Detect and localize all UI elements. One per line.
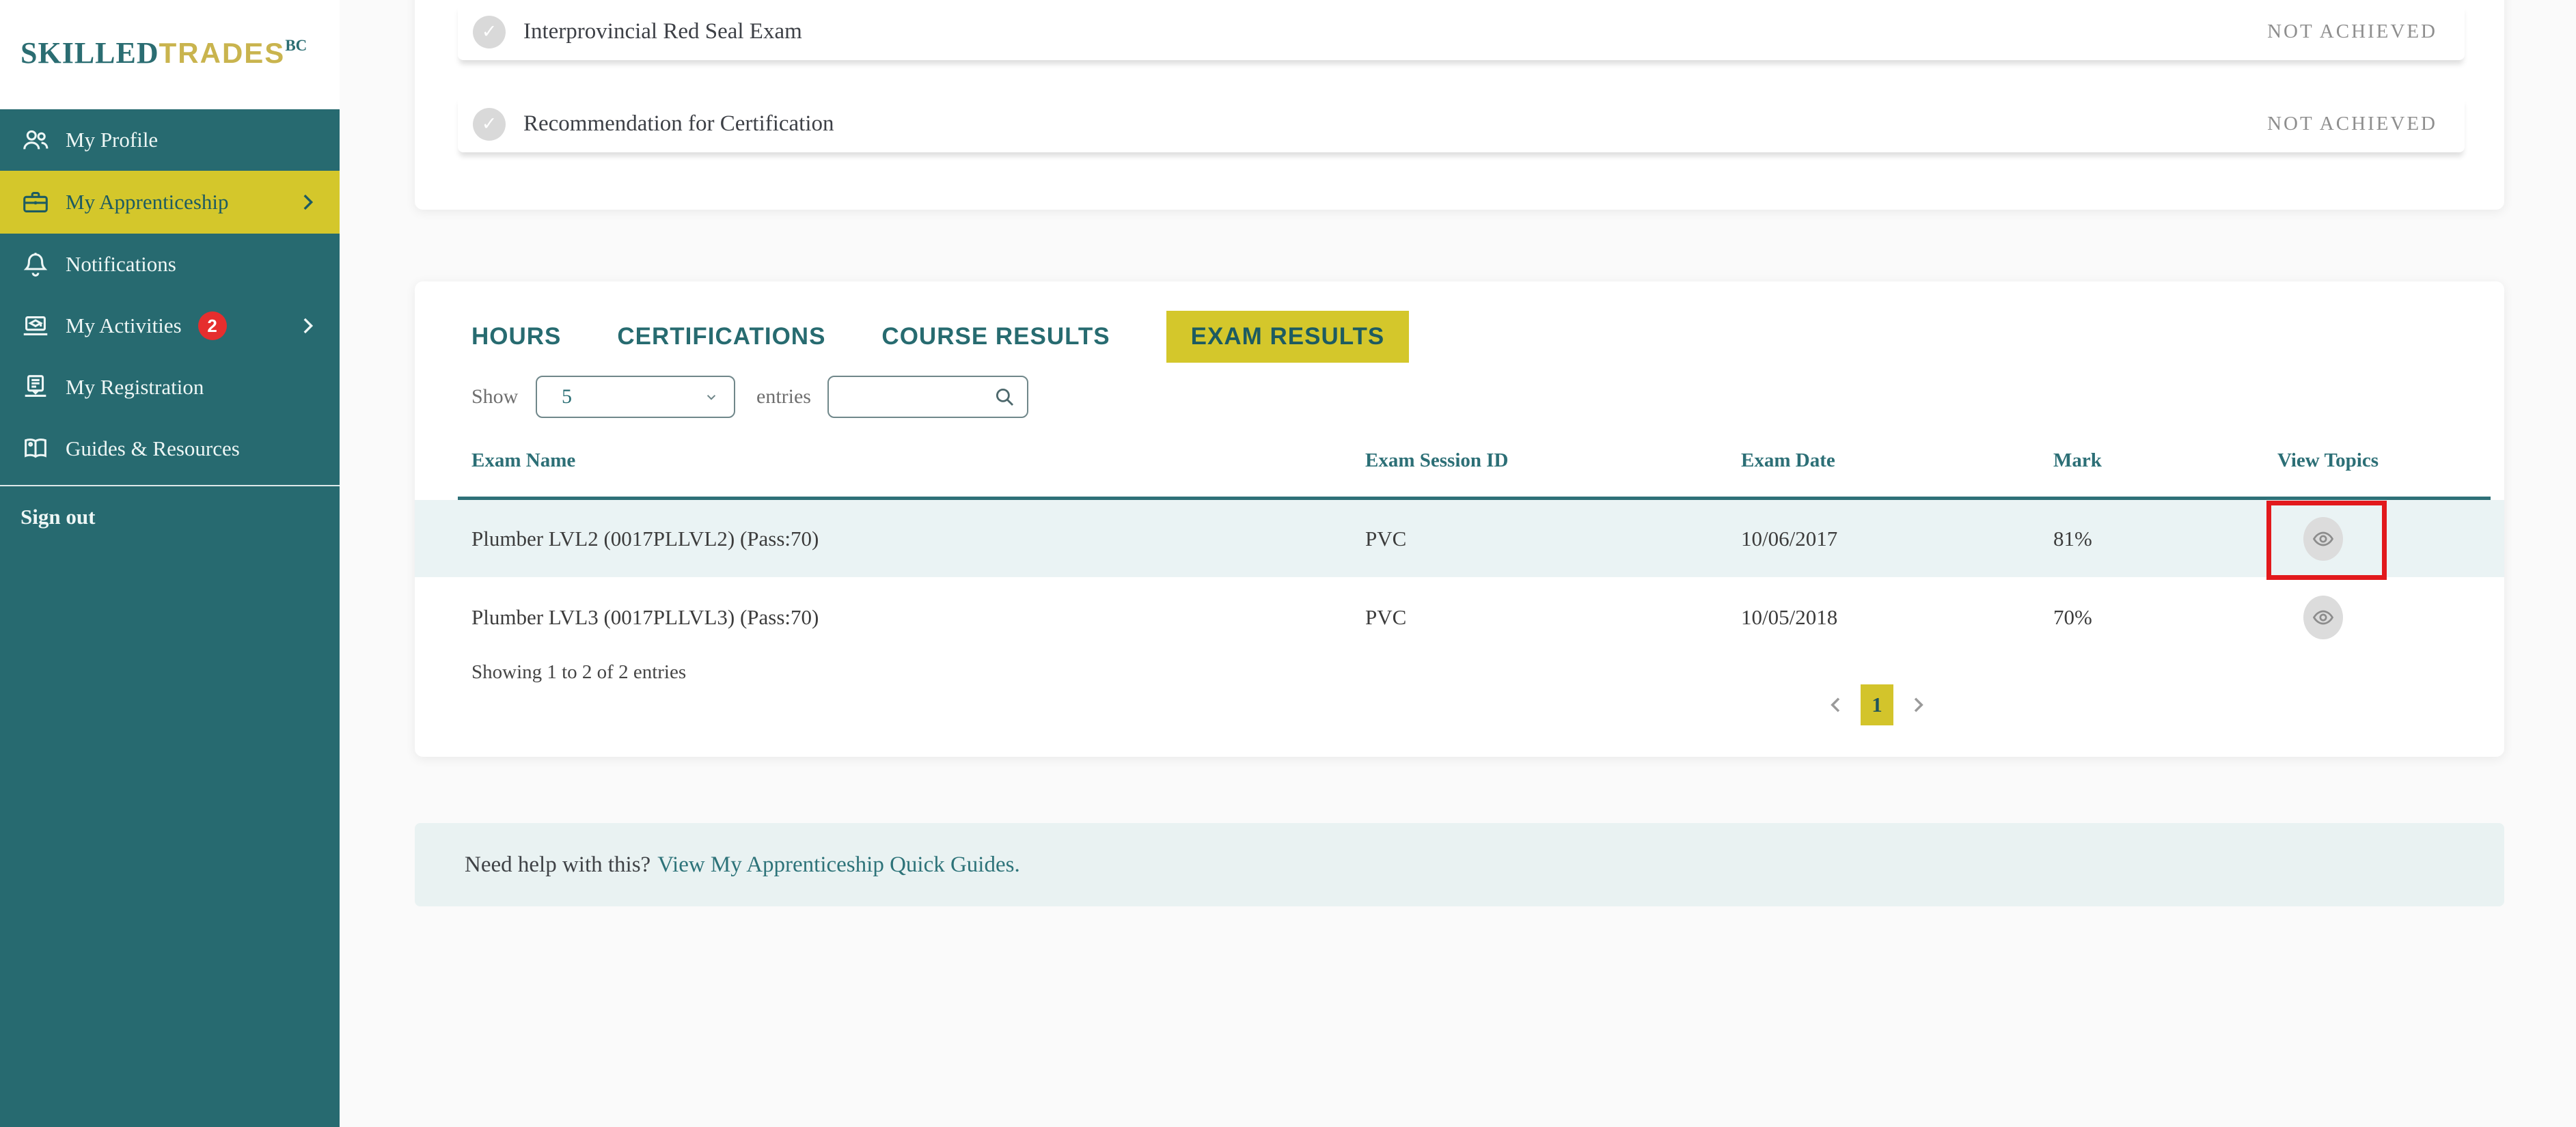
mark-cell: 81% [2053,526,2092,551]
activities-count-badge: 2 [197,311,227,340]
briefcase-icon [19,186,52,219]
eye-icon [2312,531,2334,546]
certification-milestones-card: ✓ Interprovincial Red Seal Exam NOT ACHI… [415,0,2504,210]
pagination: 1 [1821,684,1933,725]
mark-cell: 70% [2053,605,2092,629]
sidebar-item-label: My Apprenticeship [66,190,229,214]
table-controls: Show 5 entries [415,376,2504,418]
sidebar-nav: My Profile My Apprenticeship Notificatio… [0,109,340,1127]
tab-exam-results[interactable]: EXAM RESULTS [1166,310,1410,363]
sidebar-item-label: Notifications [66,252,176,276]
brand-logo: SKILLEDTRADESBC [20,36,307,70]
bell-icon [19,248,52,281]
exam-date-cell: 10/06/2017 [1741,526,1838,551]
sidebar-item-label: My Registration [66,375,204,399]
tab-course-results[interactable]: COURSE RESULTS [881,322,1110,350]
page-size-select[interactable]: 5 [536,376,735,418]
column-header-exam-date[interactable]: Exam Date [1741,449,1835,471]
table-header-row: Exam Name Exam Session ID Exam Date Mark… [415,449,2504,477]
chevron-right-icon [1914,697,1923,712]
table-row: Plumber LVL3 (0017PLLVL3) (Pass:70) PVC … [415,577,2504,658]
milestone-row-red-seal-exam[interactable]: ✓ Interprovincial Red Seal Exam NOT ACHI… [458,3,2465,60]
sidebar-item-my-profile[interactable]: My Profile [0,109,340,171]
table-search [827,376,1028,418]
sidebar-item-my-registration[interactable]: My Registration [0,357,340,418]
pagination-page-1[interactable]: 1 [1861,684,1893,725]
chevron-right-icon [296,314,319,337]
sidebar-divider [0,485,340,486]
results-card: HOURS CERTIFICATIONS COURSE RESULTS EXAM… [415,281,2504,757]
sidebar-item-my-apprenticeship[interactable]: My Apprenticeship [0,171,340,234]
chevron-left-icon [1831,697,1840,712]
check-circle-icon: ✓ [473,15,506,48]
column-header-mark[interactable]: Mark [2053,449,2102,471]
book-icon [19,432,52,465]
brand-part-bc: BC [285,37,307,54]
tab-certifications[interactable]: CERTIFICATIONS [617,322,826,350]
results-tabs: HOURS CERTIFICATIONS COURSE RESULTS EXAM… [471,310,1410,363]
check-circle-icon: ✓ [473,107,506,141]
search-input[interactable] [840,386,993,408]
quick-guides-link[interactable]: View My Apprenticeship Quick Guides. [657,852,1020,877]
brand-part-trades: TRADES [159,37,286,69]
view-topics-eye-button[interactable] [2303,516,2343,561]
registration-icon [19,371,52,404]
sidebar: SKILLEDTRADESBC My Profile My Apprentice… [0,0,340,1127]
show-label: Show [471,385,519,408]
main-content: ✓ Interprovincial Red Seal Exam NOT ACHI… [340,0,2576,1127]
sidebar-item-notifications[interactable]: Notifications [0,234,340,295]
table-row: Plumber LVL2 (0017PLLVL2) (Pass:70) PVC … [415,500,2504,577]
exam-session-cell: PVC [1365,526,1407,551]
tab-hours[interactable]: HOURS [471,322,562,350]
help-text: Need help with this? [465,852,651,877]
column-header-exam-name[interactable]: Exam Name [471,449,576,471]
milestone-row-recommendation[interactable]: ✓ Recommendation for Certification NOT A… [458,96,2465,152]
exam-session-cell: PVC [1365,605,1407,629]
entries-label: entries [756,385,811,408]
sign-out-button[interactable]: Sign out [20,505,96,529]
sidebar-item-label: Guides & Resources [66,436,240,460]
eye-icon [2312,610,2334,625]
exam-date-cell: 10/05/2018 [1741,605,1838,629]
chevron-right-icon [296,191,319,214]
table-summary: Showing 1 to 2 of 2 entries [471,661,687,683]
help-strip: Need help with this? View My Apprentices… [415,823,2504,906]
exam-name-cell: Plumber LVL2 (0017PLLVL2) (Pass:70) [471,526,819,551]
milestone-status: NOT ACHIEVED [2267,113,2437,135]
milestone-status: NOT ACHIEVED [2267,20,2437,42]
people-icon [19,124,52,156]
column-header-exam-session-id[interactable]: Exam Session ID [1365,449,1509,471]
search-icon [993,385,1016,408]
view-topics-cell [2303,516,2343,561]
sidebar-item-guides-resources[interactable]: Guides & Resources [0,418,340,479]
pagination-prev-button[interactable] [1821,684,1851,725]
chevron-down-icon [702,388,720,406]
sidebar-item-label: My Activities [66,314,182,337]
column-header-view-topics: View Topics [2277,449,2379,471]
pagination-next-button[interactable] [1903,684,1933,725]
table-header-rule [458,497,2491,500]
exam-name-cell: Plumber LVL3 (0017PLLVL3) (Pass:70) [471,605,819,629]
sidebar-item-my-activities[interactable]: My Activities 2 [0,295,340,357]
brand-part-skilled: SKILLED [20,36,159,70]
milestone-title: Recommendation for Certification [523,111,834,136]
view-topics-cell [2303,596,2343,639]
page-size-value: 5 [562,385,572,408]
view-topics-eye-button[interactable] [2303,596,2343,639]
laptop-learning-icon [19,309,52,342]
sidebar-item-label: My Profile [66,128,159,152]
milestone-title: Interprovincial Red Seal Exam [523,19,802,44]
